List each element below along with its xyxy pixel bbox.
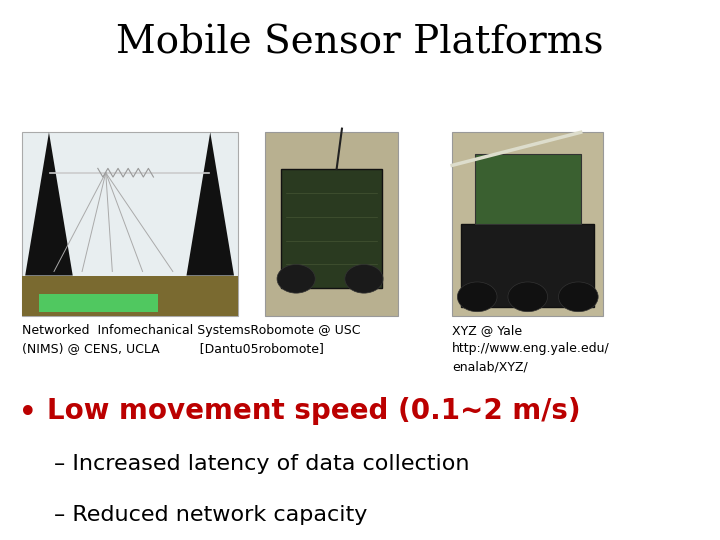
Circle shape [559, 282, 598, 312]
Text: Mobile Sensor Platforms: Mobile Sensor Platforms [116, 24, 604, 62]
Circle shape [457, 282, 497, 312]
Circle shape [277, 265, 315, 293]
Bar [265, 132, 398, 316]
Polygon shape [25, 132, 73, 275]
Bar [22, 132, 238, 316]
Bar [452, 132, 603, 316]
Text: •: • [18, 397, 37, 430]
Bar [22, 275, 238, 316]
Bar [39, 294, 158, 312]
Bar [281, 169, 382, 288]
Text: Networked  Infomechanical SystemsRobomote @ USC
(NIMS) @ CENS, UCLA          [Da: Networked Infomechanical SystemsRobomote… [22, 324, 360, 355]
Polygon shape [186, 132, 234, 275]
Bar [474, 154, 581, 224]
Text: – Increased latency of data collection: – Increased latency of data collection [54, 454, 469, 474]
Text: Low movement speed (0.1~2 m/s): Low movement speed (0.1~2 m/s) [47, 397, 580, 425]
Bar [462, 224, 594, 307]
Text: – Reduced network capacity: – Reduced network capacity [54, 505, 367, 525]
Circle shape [345, 265, 383, 293]
Circle shape [508, 282, 548, 312]
Text: XYZ @ Yale
http://www.eng.yale.edu/
enalab/XYZ/: XYZ @ Yale http://www.eng.yale.edu/ enal… [452, 324, 610, 373]
